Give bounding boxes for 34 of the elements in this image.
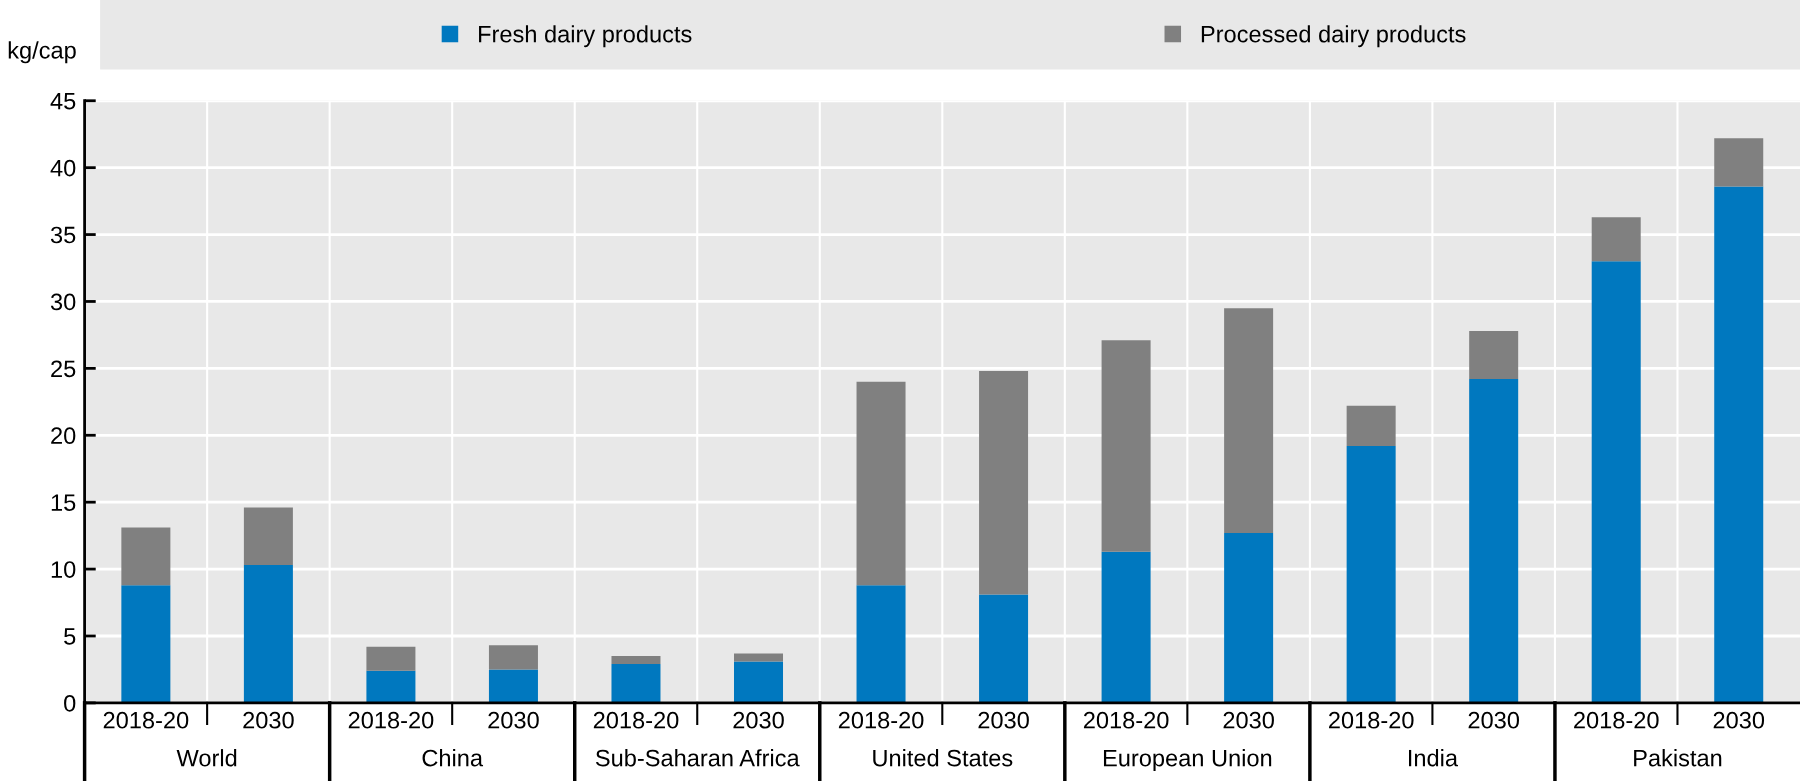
x-tick-label: 2030: [1468, 711, 1520, 729]
x-tick-label: 2018-20: [838, 711, 924, 729]
x-tick-label: 2018-20: [1574, 711, 1659, 729]
x-tick-label: 2018-20: [1083, 711, 1169, 729]
y-tick-label: 40: [50, 159, 76, 177]
x-tick-label: 2030: [1223, 711, 1274, 729]
x-tick-label: 2018-20: [1329, 711, 1414, 729]
x-tick-label: 2018-20: [348, 711, 434, 729]
x-tick-label: 2030: [978, 711, 1029, 729]
text: India: [1409, 749, 1459, 767]
y-tick-label: 20: [51, 427, 76, 445]
text: China: [422, 749, 484, 767]
x-tick-label: 2030: [243, 711, 294, 729]
y-axis-title: kg/cap: [8, 41, 76, 64]
y-tick-label: 5: [64, 628, 76, 645]
x-tick-label: 2018-20: [593, 711, 679, 729]
y-tick-label: 0: [64, 694, 76, 712]
y-tick-label: 30: [50, 293, 76, 311]
x-tick-label: 2030: [488, 711, 539, 729]
text: World: [176, 749, 237, 767]
text: Pakistan: [1634, 749, 1722, 767]
y-tick-label: 15: [51, 494, 76, 511]
text: Sub-Saharan Africa: [595, 749, 800, 767]
y-tick-label: 25: [51, 360, 76, 378]
text: European Union: [1103, 749, 1272, 772]
y-tick-label: 35: [50, 226, 76, 244]
legend-label: Processed dairy products: [1201, 25, 1466, 48]
y-tick-label: 10: [51, 561, 76, 578]
x-tick-label: 2030: [733, 711, 784, 729]
y-tick-label: 45: [50, 93, 76, 110]
legend-label: Fresh dairy products: [479, 25, 692, 48]
x-tick-label: 2018-20: [103, 711, 189, 729]
x-tick-label: 2030: [1713, 711, 1765, 729]
text: United States: [873, 749, 1013, 767]
